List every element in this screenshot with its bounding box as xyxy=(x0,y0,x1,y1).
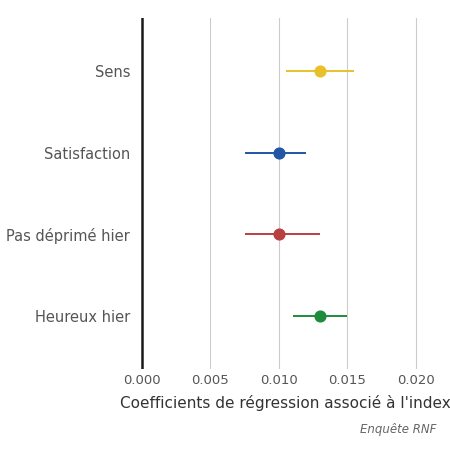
Point xyxy=(275,231,283,238)
Point xyxy=(316,68,324,75)
Point xyxy=(316,312,324,319)
Point xyxy=(275,149,283,156)
X-axis label: Coefficients de régression associé à l'index: Coefficients de régression associé à l'i… xyxy=(121,395,450,411)
Text: Enquête RNF: Enquête RNF xyxy=(360,423,436,436)
